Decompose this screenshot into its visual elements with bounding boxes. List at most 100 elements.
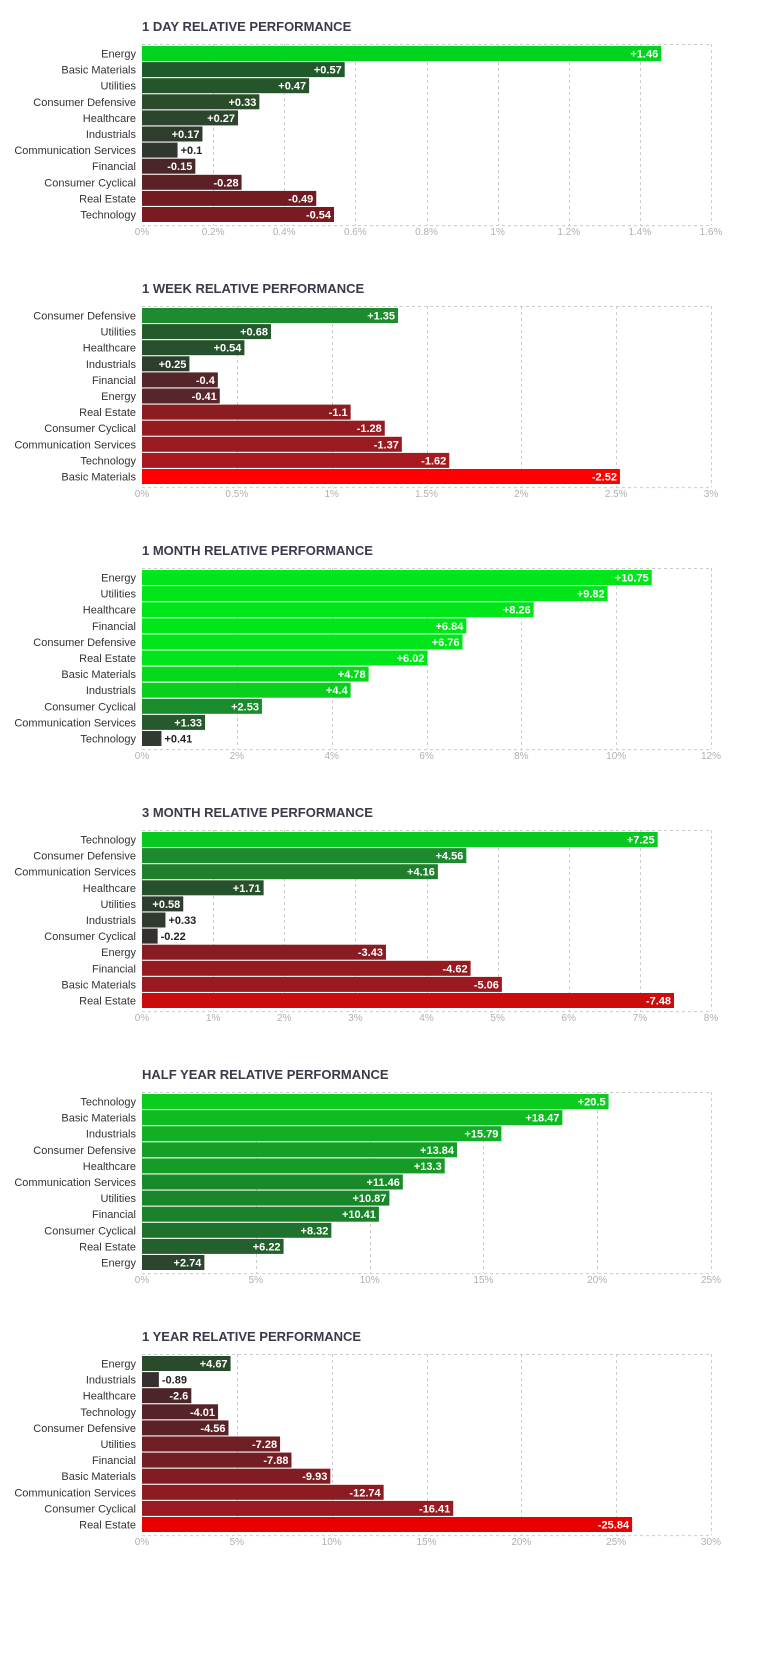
x-tick-label: 2.5% bbox=[605, 489, 628, 500]
bar[interactable] bbox=[142, 404, 351, 420]
chart-1: 1 WEEK RELATIVE PERFORMANCE Consumer Defe… bbox=[14, 281, 718, 500]
bar[interactable] bbox=[142, 62, 345, 78]
bar[interactable] bbox=[142, 586, 608, 602]
bar[interactable] bbox=[142, 570, 652, 585]
x-tick-label: 7% bbox=[633, 1013, 648, 1024]
bar[interactable] bbox=[142, 976, 502, 992]
bar[interactable] bbox=[142, 864, 438, 880]
category-label: Real Estate bbox=[79, 1241, 136, 1253]
bar[interactable] bbox=[142, 158, 196, 174]
bar[interactable] bbox=[142, 832, 658, 847]
bar[interactable] bbox=[142, 1222, 332, 1238]
bar[interactable] bbox=[142, 944, 386, 960]
bar[interactable] bbox=[142, 1142, 457, 1158]
x-tick-label: 1% bbox=[206, 1013, 221, 1024]
bar[interactable] bbox=[142, 602, 534, 618]
bar[interactable] bbox=[142, 1484, 384, 1500]
x-tick-label: 2% bbox=[277, 1013, 292, 1024]
bar[interactable] bbox=[142, 372, 218, 388]
value-label: -5.06 bbox=[474, 979, 499, 991]
category-label: Healthcare bbox=[83, 343, 136, 355]
bar[interactable] bbox=[142, 1420, 229, 1436]
chart-4: HALF YEAR RELATIVE PERFORMANCE Technology… bbox=[14, 1067, 721, 1286]
value-label: +0.1 bbox=[181, 145, 203, 157]
bar[interactable] bbox=[142, 469, 620, 484]
bar[interactable] bbox=[142, 340, 245, 356]
bar[interactable] bbox=[142, 110, 239, 126]
bar[interactable] bbox=[142, 190, 317, 206]
bar[interactable] bbox=[142, 1468, 331, 1484]
x-tick-label: 0% bbox=[135, 1013, 150, 1024]
bar[interactable] bbox=[142, 634, 463, 650]
x-tick-label: 6% bbox=[419, 751, 434, 762]
x-tick-label: 15% bbox=[416, 1537, 436, 1548]
bar[interactable] bbox=[142, 1436, 281, 1452]
bar[interactable] bbox=[142, 1255, 205, 1270]
x-tick-label: 2% bbox=[514, 489, 529, 500]
bar[interactable] bbox=[142, 1174, 403, 1190]
bar[interactable] bbox=[142, 698, 262, 714]
bar[interactable] bbox=[142, 650, 428, 666]
category-label: Financial bbox=[92, 621, 136, 633]
chart-title: 1 YEAR RELATIVE PERFORMANCE bbox=[142, 1329, 361, 1344]
bar[interactable] bbox=[142, 731, 162, 746]
bar[interactable] bbox=[142, 1388, 192, 1404]
bar[interactable] bbox=[142, 1126, 502, 1142]
bar[interactable] bbox=[142, 388, 220, 404]
bar[interactable] bbox=[142, 142, 178, 158]
x-tick-label: 8% bbox=[514, 751, 529, 762]
bar[interactable] bbox=[142, 682, 351, 698]
bar[interactable] bbox=[142, 993, 675, 1008]
bar[interactable] bbox=[142, 356, 190, 372]
category-label: Technology bbox=[80, 734, 136, 746]
bar[interactable] bbox=[142, 1452, 292, 1468]
bar[interactable] bbox=[142, 714, 206, 730]
x-tick-label: 5% bbox=[230, 1537, 245, 1548]
bar[interactable] bbox=[142, 618, 467, 634]
bar[interactable] bbox=[142, 880, 264, 896]
bar[interactable] bbox=[142, 1372, 159, 1388]
bar[interactable] bbox=[142, 324, 271, 340]
bar[interactable] bbox=[142, 1404, 219, 1420]
bar[interactable] bbox=[142, 1356, 231, 1371]
bar[interactable] bbox=[142, 207, 335, 222]
bar[interactable] bbox=[142, 666, 369, 682]
bar[interactable] bbox=[142, 1238, 284, 1254]
bar[interactable] bbox=[142, 896, 184, 912]
category-label: Industrials bbox=[86, 915, 137, 927]
bar[interactable] bbox=[142, 1206, 379, 1222]
value-label: +1.33 bbox=[174, 717, 202, 729]
category-label: Technology bbox=[80, 1097, 136, 1109]
category-label: Communication Services bbox=[14, 145, 136, 157]
bar[interactable] bbox=[142, 928, 158, 944]
bar[interactable] bbox=[142, 94, 260, 110]
category-label: Utilities bbox=[101, 1193, 137, 1205]
category-label: Technology bbox=[80, 835, 136, 847]
bar[interactable] bbox=[142, 308, 399, 323]
bar[interactable] bbox=[142, 174, 242, 190]
bar[interactable] bbox=[142, 1110, 563, 1126]
bar[interactable] bbox=[142, 960, 471, 976]
bar[interactable] bbox=[142, 912, 166, 928]
x-tick-label: 0.2% bbox=[202, 227, 225, 238]
bar[interactable] bbox=[142, 46, 662, 61]
bar[interactable] bbox=[142, 436, 402, 452]
bar[interactable] bbox=[142, 78, 310, 94]
chart-3: 3 MONTH RELATIVE PERFORMANCE Technology +7… bbox=[14, 805, 718, 1024]
bar[interactable] bbox=[142, 1094, 609, 1109]
category-label: Energy bbox=[101, 49, 136, 61]
category-label: Industrials bbox=[86, 1129, 137, 1141]
bar[interactable] bbox=[142, 1517, 633, 1532]
bar[interactable] bbox=[142, 126, 203, 142]
value-label: -2.52 bbox=[592, 472, 617, 484]
bar[interactable] bbox=[142, 1158, 445, 1174]
value-label: -2.6 bbox=[169, 1391, 188, 1403]
bar[interactable] bbox=[142, 1190, 390, 1206]
bar[interactable] bbox=[142, 452, 450, 468]
bar[interactable] bbox=[142, 420, 385, 436]
chart-title: 1 WEEK RELATIVE PERFORMANCE bbox=[142, 281, 365, 296]
bar[interactable] bbox=[142, 848, 467, 864]
bar[interactable] bbox=[142, 1500, 454, 1516]
value-label: +8.26 bbox=[503, 605, 531, 617]
